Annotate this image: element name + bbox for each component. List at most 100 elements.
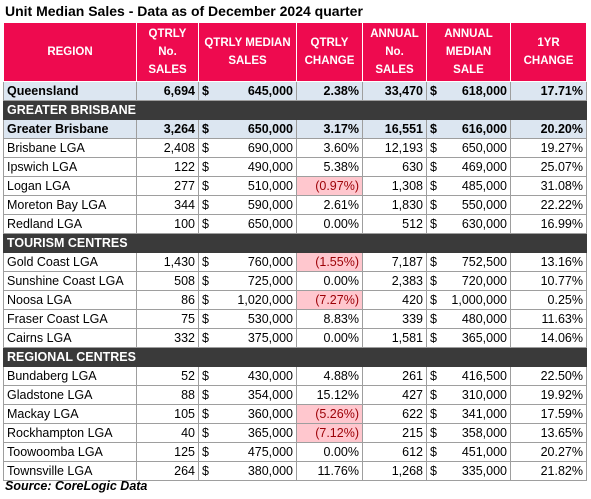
currency-symbol: $: [202, 426, 209, 440]
table-row: Redland LGA 100 $650,000 0.00% 512 $630,000 16…: [3, 214, 587, 234]
qtrly-median-cell-value: 375,000: [247, 331, 293, 345]
region-cell: Toowoomba LGA: [3, 442, 137, 462]
qtrly-sales-cell: 264: [136, 461, 199, 481]
qtrly-median-cell: $510,000: [198, 176, 297, 196]
annual-sales-cell: 7,187: [362, 252, 427, 272]
yr-change-cell: 20.27%: [510, 442, 587, 462]
currency-symbol: $: [202, 388, 209, 402]
qtrly-change-cell: (1.55%): [296, 252, 363, 272]
section-title: REGIONAL CENTRES: [3, 347, 587, 367]
qtrly-median-cell: $375,000: [198, 328, 297, 348]
currency-symbol: $: [430, 331, 437, 345]
section-title: GREATER BRISBANE: [3, 100, 587, 120]
qtrly-sales-cell: 88: [136, 385, 199, 405]
annual-median-cell-value: 1,000,000: [451, 293, 507, 307]
region-cell: Fraser Coast LGA: [3, 309, 137, 329]
yr-change-cell: 17.59%: [510, 404, 587, 424]
currency-symbol: $: [202, 217, 209, 231]
annual-median-cell-value: 341,000: [461, 407, 507, 421]
annual-median-cell: $480,000: [426, 309, 511, 329]
section-header-row: GREATER BRISBANE: [3, 100, 587, 120]
header-region: REGION: [3, 22, 137, 82]
region-cell: Gold Coast LGA: [3, 252, 137, 272]
qtrly-median-cell: $380,000: [198, 461, 297, 481]
currency-symbol: $: [430, 160, 437, 174]
qtrly-median-cell: $354,000: [198, 385, 297, 405]
annual-median-cell: $310,000: [426, 385, 511, 405]
annual-median-cell: $720,000: [426, 271, 511, 291]
yr-change-cell: 17.71%: [510, 81, 587, 101]
currency-symbol: $: [202, 464, 209, 478]
section-header-row: TOURISM CENTRES: [3, 233, 587, 253]
region-cell: Redland LGA: [3, 214, 137, 234]
qtrly-median-cell-value: 690,000: [247, 141, 293, 155]
region-cell: Rockhampton LGA: [3, 423, 137, 443]
annual-sales-cell: 1,308: [362, 176, 427, 196]
annual-sales-cell: 1,830: [362, 195, 427, 215]
annual-median-cell-value: 650,000: [461, 141, 507, 155]
qtrly-median-cell: $645,000: [198, 81, 297, 101]
qtrly-change-cell: 2.61%: [296, 195, 363, 215]
total-row: Greater Brisbane 3,264 $650,000 3.17% 16,551…: [3, 119, 587, 139]
qtrly-median-cell: $475,000: [198, 442, 297, 462]
annual-median-cell: $335,000: [426, 461, 511, 481]
yr-change-cell: 14.06%: [510, 328, 587, 348]
qtrly-median-cell-value: 1,020,000: [237, 293, 293, 307]
qtrly-median-cell: $490,000: [198, 157, 297, 177]
annual-median-cell: $365,000: [426, 328, 511, 348]
qtrly-median-cell-value: 475,000: [247, 445, 293, 459]
annual-median-cell: $618,000: [426, 81, 511, 101]
region-cell: Noosa LGA: [3, 290, 137, 310]
qtrly-change-cell: 3.60%: [296, 138, 363, 158]
qtrly-sales-cell: 3,264: [136, 119, 199, 139]
annual-median-cell-value: 416,500: [461, 369, 507, 383]
currency-symbol: $: [430, 179, 437, 193]
qtrly-median-cell-value: 650,000: [247, 122, 293, 136]
qtrly-sales-cell: 122: [136, 157, 199, 177]
table-row: Sunshine Coast LGA 508 $725,000 0.00% 2,383 $…: [3, 271, 587, 291]
table-body: Queensland 6,694 $645,000 2.38% 33,470 $618,0…: [3, 81, 587, 481]
region-cell: Brisbane LGA: [3, 138, 137, 158]
qtrly-median-cell: $360,000: [198, 404, 297, 424]
annual-median-cell-value: 550,000: [461, 198, 507, 212]
annual-median-cell-value: 485,000: [461, 179, 507, 193]
annual-median-cell: $416,500: [426, 366, 511, 386]
yr-change-cell: 0.25%: [510, 290, 587, 310]
qtrly-change-cell: (5.26%): [296, 404, 363, 424]
annual-sales-cell: 261: [362, 366, 427, 386]
annual-sales-cell: 630: [362, 157, 427, 177]
table-row: Noosa LGA 86 $1,020,000 (7.27%) 420 $1,000,00…: [3, 290, 587, 310]
unit-median-sales-table: REGION QTRLY No. SALES QTRLY MEDIAN SALE…: [3, 22, 587, 481]
header-qtrly-median: QTRLY MEDIAN SALES: [198, 22, 297, 82]
annual-sales-cell: 16,551: [362, 119, 427, 139]
qtrly-change-cell: 0.00%: [296, 271, 363, 291]
currency-symbol: $: [430, 198, 437, 212]
annual-median-cell: $630,000: [426, 214, 511, 234]
qtrly-median-cell-value: 590,000: [247, 198, 293, 212]
qtrly-sales-cell: 105: [136, 404, 199, 424]
qtrly-change-cell: 15.12%: [296, 385, 363, 405]
qtrly-change-cell: (7.12%): [296, 423, 363, 443]
qtrly-median-cell-value: 530,000: [247, 312, 293, 326]
table-row: Townsville LGA 264 $380,000 11.76% 1,268 $335…: [3, 461, 587, 481]
currency-symbol: $: [430, 445, 437, 459]
qtrly-median-cell-value: 490,000: [247, 160, 293, 174]
header-annual-sales: ANNUAL No. SALES: [362, 22, 427, 82]
currency-symbol: $: [202, 179, 209, 193]
qtrly-median-cell: $725,000: [198, 271, 297, 291]
header-qtrly-sales: QTRLY No. SALES: [136, 22, 199, 82]
qtrly-median-cell: $650,000: [198, 119, 297, 139]
qtrly-change-cell: (7.27%): [296, 290, 363, 310]
qtrly-median-cell: $590,000: [198, 195, 297, 215]
yr-change-cell: 16.99%: [510, 214, 587, 234]
yr-change-cell: 21.82%: [510, 461, 587, 481]
yr-change-cell: 22.22%: [510, 195, 587, 215]
annual-median-cell-value: 451,000: [461, 445, 507, 459]
qtrly-sales-cell: 332: [136, 328, 199, 348]
currency-symbol: $: [430, 388, 437, 402]
annual-median-cell-value: 469,000: [461, 160, 507, 174]
qtrly-sales-cell: 508: [136, 271, 199, 291]
currency-symbol: $: [202, 312, 209, 326]
annual-sales-cell: 215: [362, 423, 427, 443]
currency-symbol: $: [202, 331, 209, 345]
